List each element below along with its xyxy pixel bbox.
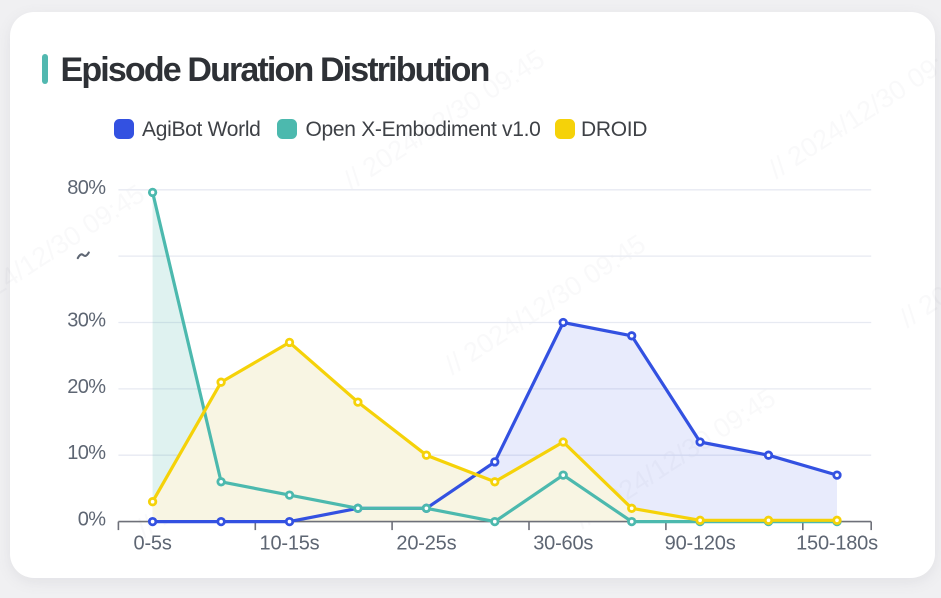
svg-text:// 2024/12/30 09:45: // 2024/12/30 09:45: [763, 32, 941, 184]
svg-text:10-15s: 10-15s: [260, 533, 320, 555]
svg-text:0-5s: 0-5s: [134, 533, 172, 555]
svg-text:30-60s: 30-60s: [533, 533, 593, 555]
svg-text:150-180s: 150-180s: [796, 533, 878, 555]
svg-text:90-120s: 90-120s: [665, 533, 736, 555]
svg-text:0%: 0%: [78, 509, 107, 531]
svg-text:20%: 20%: [67, 376, 106, 398]
svg-text:// 2024/12/30 09:45: // 2024/12/30 09:45: [894, 181, 941, 333]
svg-text:// 2024/12/30 09:45: // 2024/12/30 09:45: [338, 43, 550, 195]
svg-text:80%: 80%: [67, 177, 106, 199]
svg-text:30%: 30%: [67, 310, 106, 332]
svg-text:10%: 10%: [67, 442, 106, 464]
svg-text:// 2024/12/30 09:45: // 2024/12/30 09:45: [0, 178, 150, 330]
svg-text:20-25s: 20-25s: [396, 533, 456, 555]
